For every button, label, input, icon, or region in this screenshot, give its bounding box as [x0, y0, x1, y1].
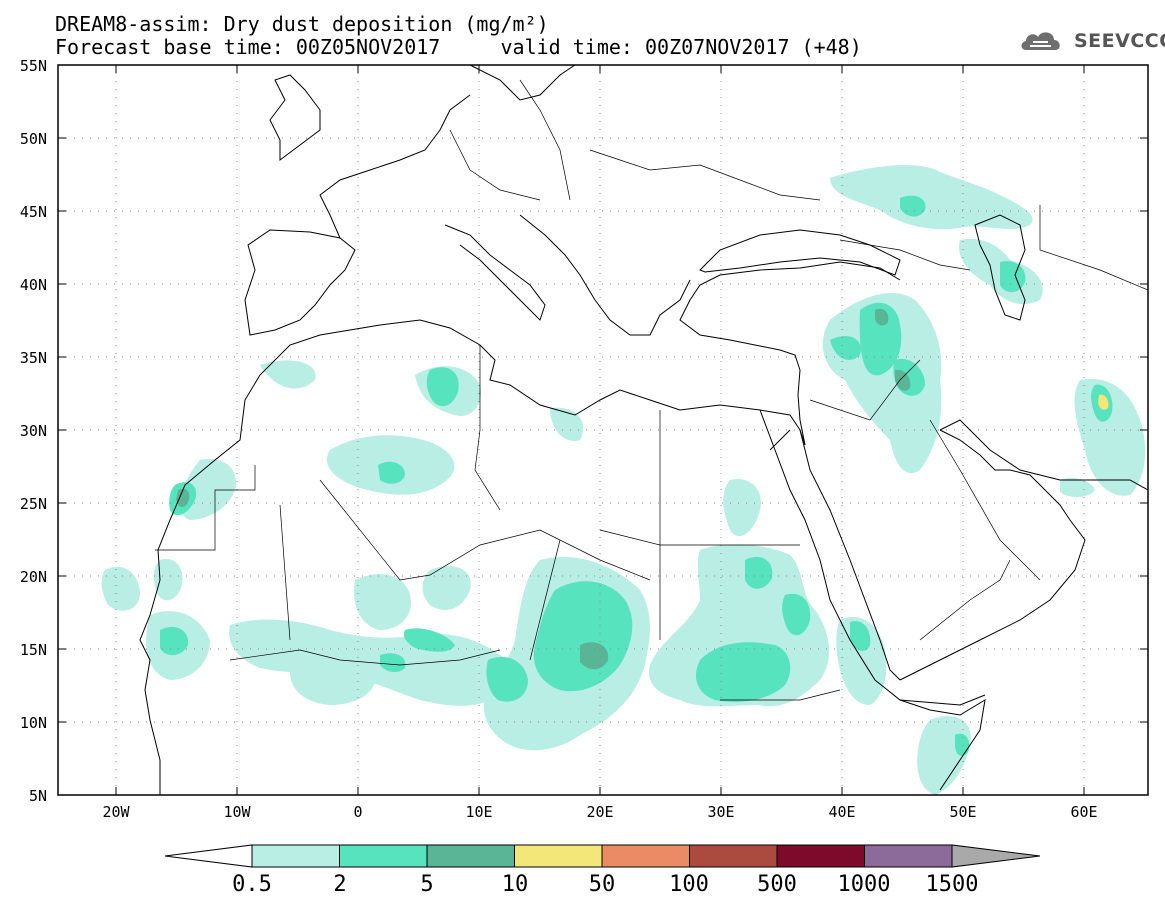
- lat-label: 5N: [28, 787, 47, 805]
- colorbar-label: 2: [333, 872, 347, 897]
- lat-label: 25N: [19, 495, 47, 513]
- lon-label: 60E: [1070, 803, 1098, 821]
- colorbar-label: 100: [669, 872, 709, 897]
- lat-label: 10N: [19, 714, 47, 732]
- lon-label: 0: [353, 803, 363, 821]
- colorbar-swatch: [776, 844, 865, 868]
- colorbar-swatch: [514, 844, 603, 868]
- lat-label: 55N: [19, 57, 47, 75]
- colorbar-label: 1000: [837, 872, 891, 897]
- colorbar: [164, 844, 1041, 868]
- colorbar-label: 0.5: [232, 872, 272, 897]
- map-subtitle: Forecast base time: 00Z05NOV2017 valid t…: [55, 35, 862, 59]
- colorbar-swatch: [251, 844, 340, 868]
- lat-label: 40N: [19, 276, 47, 294]
- colorbar-swatch: [339, 844, 428, 868]
- colorbar-label: 500: [757, 872, 797, 897]
- colorbar-swatch: [601, 844, 690, 868]
- dust-yellow-region: [1098, 394, 1109, 410]
- dust-dark-regions: [176, 308, 911, 670]
- map-title: DREAM8-assim: Dry dust deposition (mg/m²…: [55, 12, 549, 36]
- lat-label: 20N: [19, 568, 47, 586]
- colorbar-label: 10: [501, 872, 529, 897]
- lat-label: 50N: [19, 130, 47, 148]
- lat-label: 15N: [19, 641, 47, 659]
- country-borders: [155, 79, 1148, 701]
- lon-label: 10E: [465, 803, 493, 821]
- colorbar-swatch: [864, 844, 953, 868]
- colorbar-label: 50: [588, 872, 616, 897]
- lat-label: 45N: [19, 203, 47, 221]
- colorbar-over-arrow: [951, 844, 1041, 868]
- lon-label: 20W: [102, 803, 130, 821]
- axis-ticks: [58, 65, 1148, 795]
- colorbar-under-arrow: [164, 844, 253, 868]
- dust-light-regions: [101, 165, 1146, 795]
- map-grid: [58, 65, 1148, 795]
- lon-label: 30E: [707, 803, 735, 821]
- colorbar-swatch: [426, 844, 515, 868]
- colorbar-label: 5: [420, 872, 434, 897]
- lat-label: 35N: [19, 349, 47, 367]
- cloud-icon: [1021, 32, 1060, 50]
- lon-label: 10W: [223, 803, 251, 821]
- coastlines: [139, 65, 1148, 795]
- colorbar-label: 1500: [925, 872, 979, 897]
- lon-label: 40E: [828, 803, 856, 821]
- lon-label: 20E: [586, 803, 614, 821]
- logo-text: SEEVCCC: [1074, 30, 1165, 52]
- lat-label: 30N: [19, 422, 47, 440]
- lon-label: 50E: [949, 803, 977, 821]
- colorbar-swatch: [689, 844, 778, 868]
